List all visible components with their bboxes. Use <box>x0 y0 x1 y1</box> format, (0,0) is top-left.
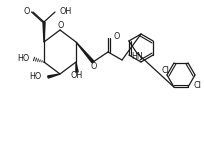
Polygon shape <box>43 22 45 42</box>
Text: O: O <box>58 21 64 30</box>
Text: OH: OH <box>60 6 72 16</box>
Text: O: O <box>23 6 30 16</box>
Text: HO: HO <box>18 55 30 63</box>
Text: Cl: Cl <box>193 81 201 90</box>
Text: HN: HN <box>130 52 142 61</box>
Text: O: O <box>90 62 97 71</box>
Text: OH: OH <box>71 71 83 81</box>
Text: HO: HO <box>30 72 42 81</box>
Polygon shape <box>76 42 93 63</box>
Polygon shape <box>75 62 78 72</box>
Polygon shape <box>48 74 60 78</box>
Text: Cl: Cl <box>160 66 168 75</box>
Text: O: O <box>113 32 120 41</box>
